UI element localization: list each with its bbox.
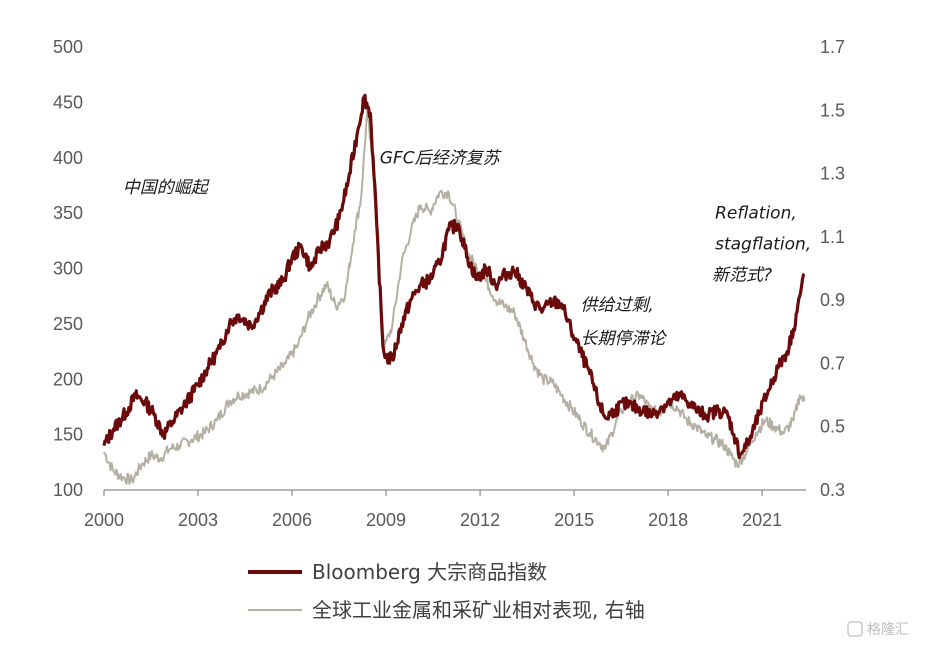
right-tick-label: 1.5 <box>820 100 845 120</box>
right-tick-label: 0.9 <box>820 290 845 310</box>
watermark-text: 格隆汇 <box>867 622 909 638</box>
left-tick-label: 100 <box>53 480 83 500</box>
annotation-label: 中国的崛起 <box>123 178 210 198</box>
series-layer <box>102 93 806 485</box>
series-line-bloomberg <box>102 93 806 460</box>
annotation-label: stagflation, <box>715 235 811 255</box>
annotation-label: 长期停滞论 <box>580 329 667 349</box>
watermark-logo-icon <box>847 621 863 637</box>
x-tick-label: 2003 <box>178 510 218 530</box>
right-axis-ticks: 0.3 0.5 0.7 0.9 1.1 1.3 1.5 1.7 <box>820 37 845 500</box>
x-axis-ticks: 2000 2003 2006 2009 2012 2015 2018 2021 <box>84 490 782 530</box>
right-tick-label: 1.1 <box>820 227 845 247</box>
x-tick-label: 2009 <box>366 510 406 530</box>
left-tick-label: 300 <box>53 259 83 279</box>
x-tick-label: 2018 <box>648 510 688 530</box>
right-tick-label: 1.7 <box>820 37 845 57</box>
legend-label-metals: 全球工业金属和采矿业相对表现, 右轴 <box>312 598 645 622</box>
watermark: 格隆汇 <box>847 621 909 638</box>
left-tick-label: 350 <box>53 203 83 223</box>
left-tick-label: 250 <box>53 314 83 334</box>
series-line-metals <box>103 109 806 485</box>
left-tick-label: 500 <box>53 37 83 57</box>
right-tick-label: 0.7 <box>820 353 845 373</box>
left-tick-label: 400 <box>53 148 83 168</box>
right-tick-label: 0.5 <box>820 417 845 437</box>
right-tick-label: 1.3 <box>820 164 845 184</box>
left-tick-label: 200 <box>53 369 83 389</box>
annotation-label: GFC后经济复苏 <box>380 148 503 168</box>
left-tick-label: 150 <box>53 425 83 445</box>
annotation-label: 供给过剩, <box>580 296 653 316</box>
x-tick-label: 2021 <box>742 510 782 530</box>
x-tick-label: 2006 <box>272 510 312 530</box>
legend: Bloomberg 大宗商品指数 全球工业金属和采矿业相对表现, 右轴 <box>248 560 645 622</box>
legend-label-bloomberg: Bloomberg 大宗商品指数 <box>312 560 547 584</box>
annotation-label: 新范式? <box>712 266 772 286</box>
x-tick-label: 2015 <box>554 510 594 530</box>
right-tick-label: 0.3 <box>820 480 845 500</box>
left-axis-ticks: 100 150 200 250 300 350 400 450 500 <box>53 37 83 500</box>
x-tick-label: 2012 <box>460 510 500 530</box>
annotation-label: Reflation, <box>715 204 797 224</box>
left-tick-label: 450 <box>53 92 83 112</box>
x-tick-label: 2000 <box>84 510 124 530</box>
